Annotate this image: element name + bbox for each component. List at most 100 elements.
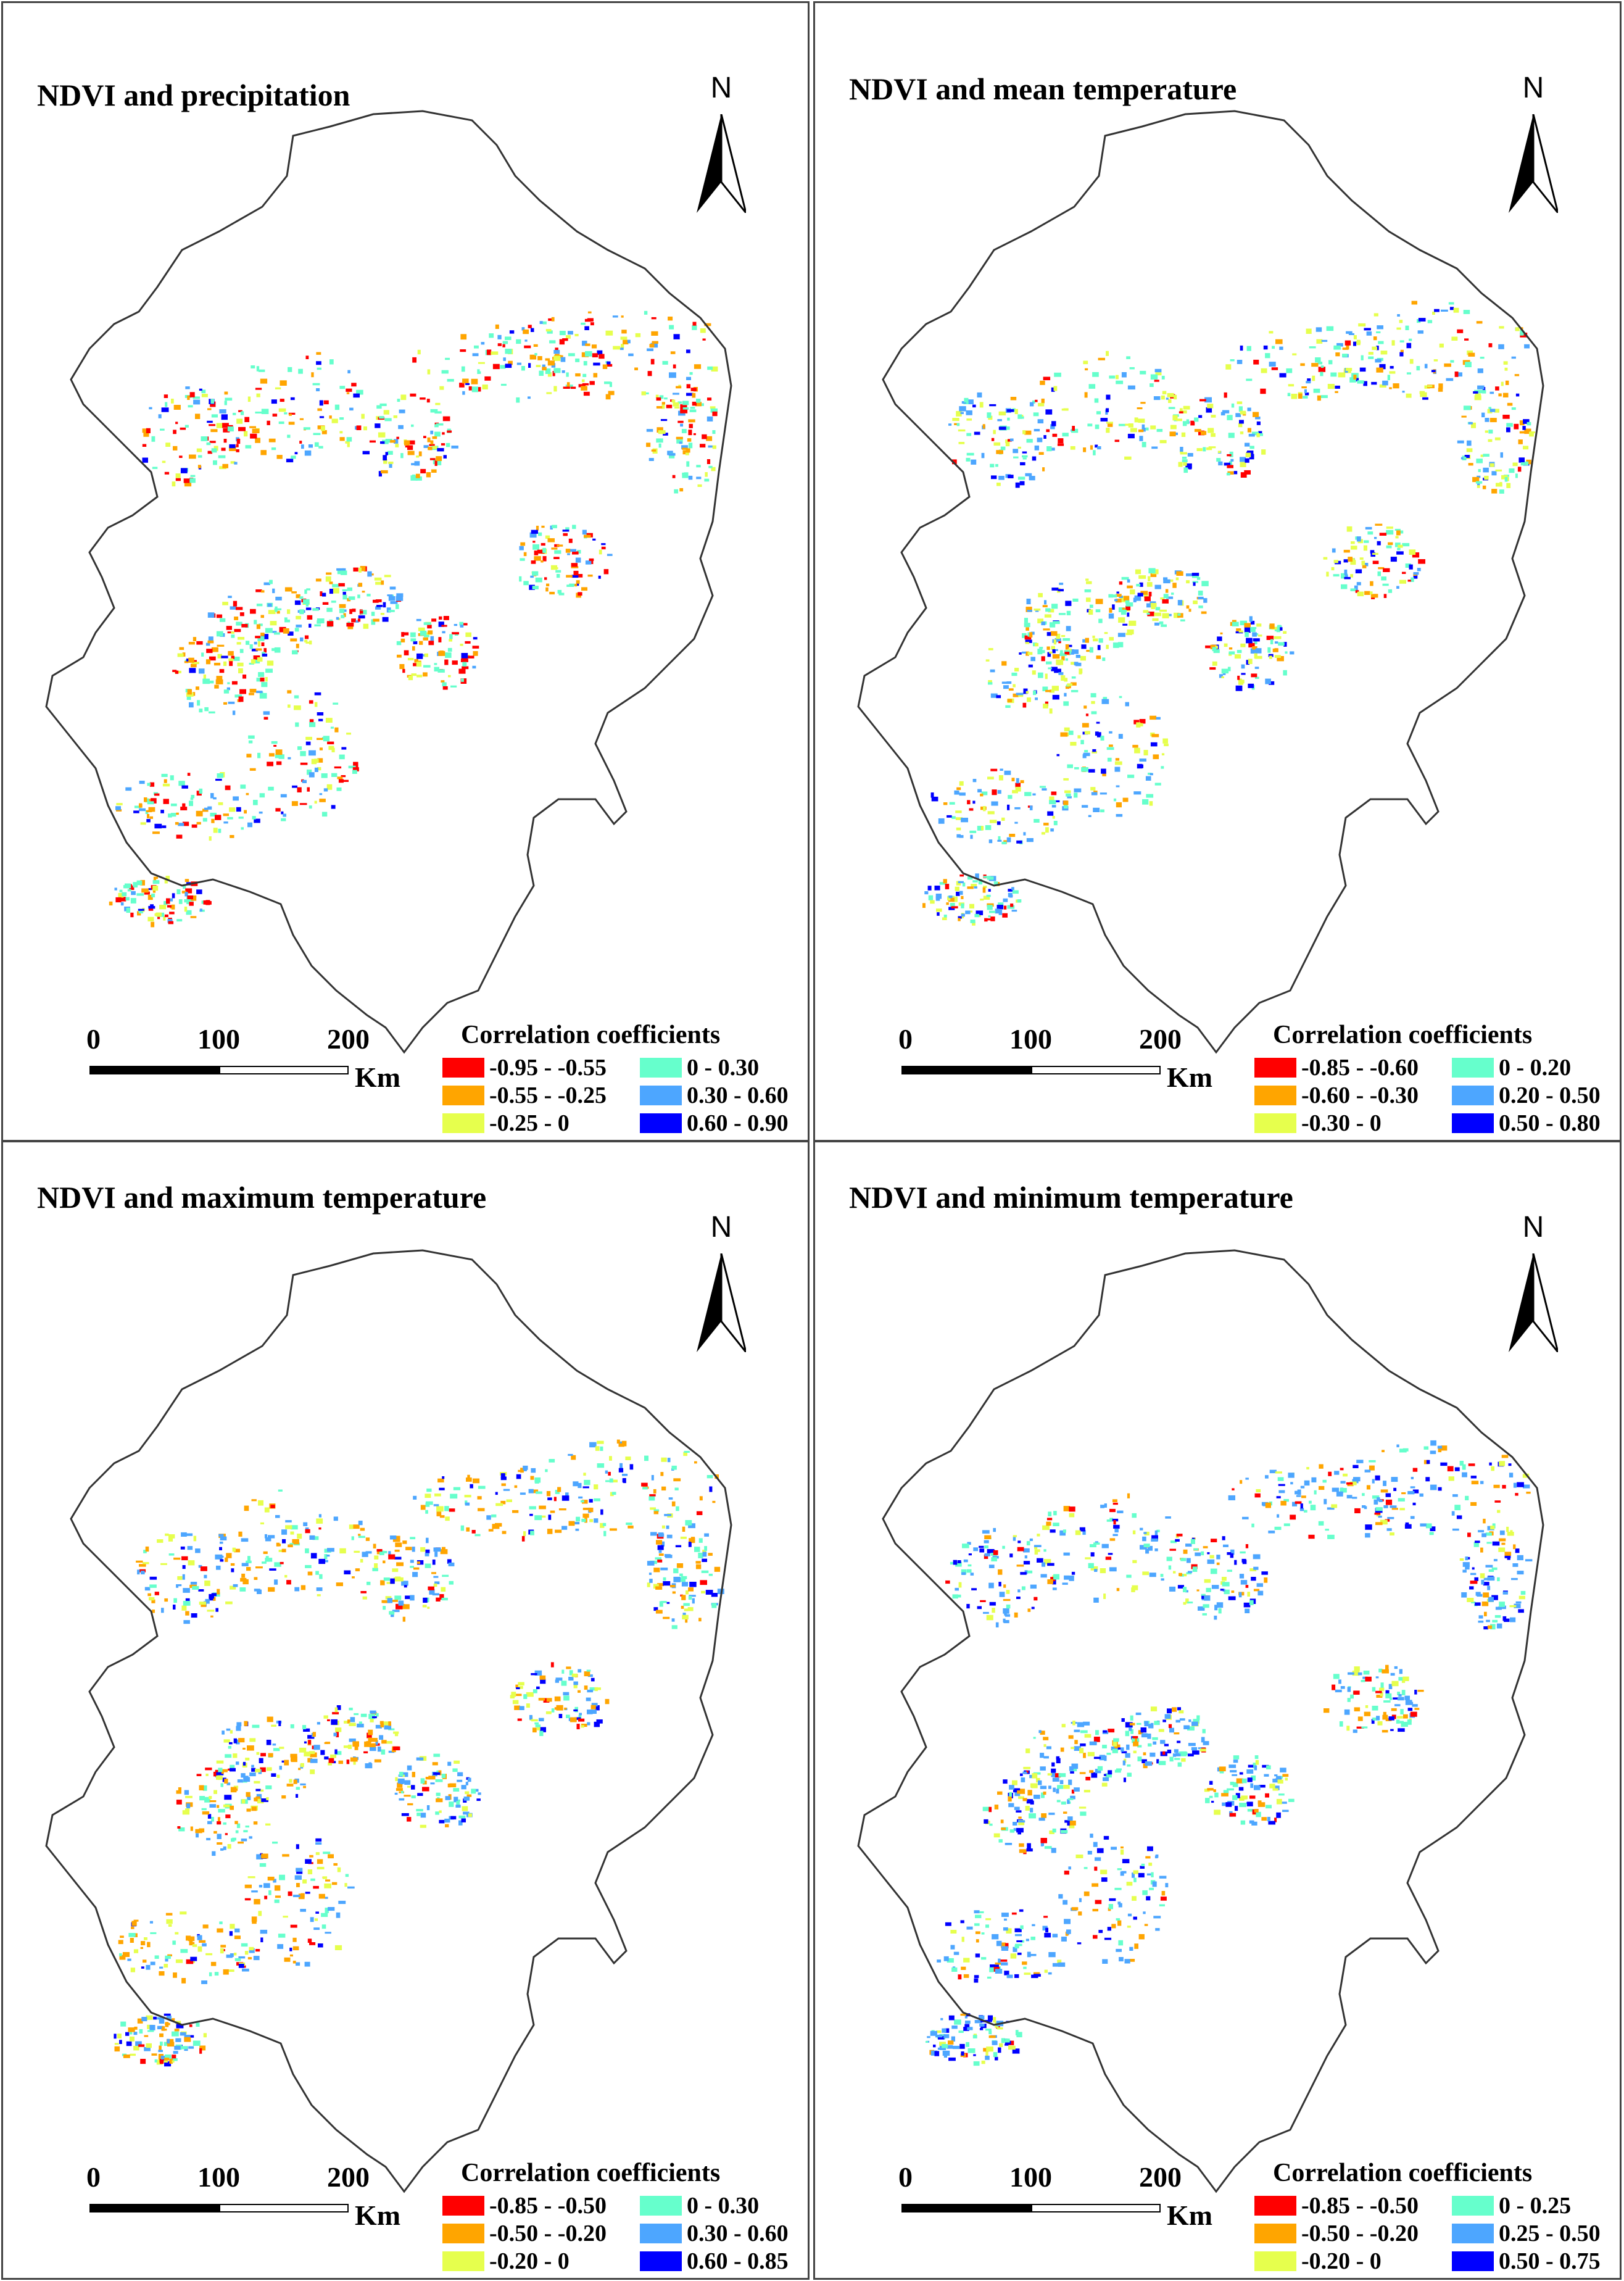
correlation-pixel <box>1119 581 1123 585</box>
correlation-pixel <box>1227 465 1233 468</box>
correlation-pixel <box>210 1615 213 1618</box>
correlation-pixel <box>655 394 659 398</box>
correlation-pixel <box>980 1957 987 1960</box>
correlation-pixel <box>682 1614 689 1619</box>
correlation-pixel <box>1386 1528 1392 1531</box>
correlation-pixel <box>1190 420 1195 426</box>
correlation-pixel <box>1053 639 1056 645</box>
correlation-pixel <box>587 311 592 314</box>
correlation-pixel <box>246 1560 252 1563</box>
correlation-pixel <box>561 1495 570 1501</box>
correlation-pixel <box>1052 1828 1056 1833</box>
correlation-pixel <box>1430 1484 1437 1490</box>
legend-swatch <box>1452 1058 1494 1078</box>
correlation-pixel <box>244 417 250 422</box>
correlation-pixel <box>1419 1493 1423 1497</box>
correlation-pixel <box>233 657 240 661</box>
legend-swatch <box>1452 1113 1494 1133</box>
correlation-pixel <box>432 1560 436 1565</box>
correlation-pixel <box>160 428 165 431</box>
correlation-pixel <box>368 1737 371 1743</box>
correlation-pixel <box>280 794 287 798</box>
correlation-pixel <box>1034 819 1040 823</box>
correlation-pixel <box>336 1705 341 1710</box>
correlation-pixel <box>1165 589 1169 593</box>
correlation-pixel <box>661 1457 667 1462</box>
correlation-pixel <box>436 423 444 426</box>
correlation-pixel <box>209 1800 217 1803</box>
correlation-pixel <box>1161 753 1165 755</box>
correlation-pixel <box>252 428 260 433</box>
correlation-pixel <box>264 1507 270 1513</box>
correlation-pixel <box>383 1601 391 1603</box>
correlation-pixel <box>1254 1809 1259 1813</box>
correlation-pixel <box>531 1719 538 1722</box>
correlation-pixel <box>171 904 175 910</box>
correlation-pixel <box>934 886 940 891</box>
correlation-pixel <box>575 358 580 362</box>
correlation-pixel <box>692 1598 695 1604</box>
correlation-pixel <box>321 812 328 817</box>
correlation-pixel <box>253 655 260 660</box>
correlation-pixel <box>1132 1896 1137 1901</box>
correlation-pixel <box>210 793 214 799</box>
correlation-pixel <box>546 1491 551 1497</box>
correlation-pixel <box>1136 722 1141 728</box>
correlation-pixel <box>360 610 367 615</box>
correlation-pixels <box>109 310 718 928</box>
correlation-pixel <box>1383 1711 1386 1716</box>
correlation-pixel <box>1114 767 1121 772</box>
correlation-pixel <box>266 1767 272 1771</box>
correlation-pixel <box>313 1885 319 1889</box>
correlation-pixel <box>974 1975 979 1979</box>
correlation-pixel <box>1053 386 1058 391</box>
correlation-pixel <box>655 1586 663 1590</box>
correlation-pixel <box>1266 1765 1271 1769</box>
correlation-pixel <box>436 1506 444 1512</box>
correlation-pixel <box>238 816 244 819</box>
correlation-pixel <box>539 321 543 324</box>
correlation-pixel <box>1050 1577 1056 1582</box>
correlation-pixel <box>1128 423 1133 428</box>
correlation-pixel <box>126 907 131 913</box>
correlation-pixel <box>275 749 283 755</box>
correlation-pixel <box>566 372 569 377</box>
correlation-pixel <box>324 1742 328 1744</box>
correlation-pixel <box>399 1798 405 1801</box>
correlation-pixel <box>1466 448 1473 452</box>
correlation-pixel <box>1283 1523 1290 1526</box>
correlation-pixel <box>1141 442 1146 447</box>
correlation-pixel <box>1138 575 1146 579</box>
correlation-pixel <box>1138 1872 1145 1878</box>
correlation-pixel <box>236 1722 242 1727</box>
correlation-pixel <box>653 1509 660 1512</box>
correlation-pixel <box>1043 1549 1046 1552</box>
correlation-pixel <box>215 1608 218 1612</box>
correlation-pixel <box>314 1918 318 1921</box>
correlation-pixel <box>1430 1526 1436 1531</box>
correlation-pixel <box>241 1773 246 1778</box>
correlation-pixel <box>1251 431 1259 436</box>
correlation-pixel <box>445 652 452 658</box>
correlation-pixel <box>161 407 169 412</box>
correlation-pixel <box>1224 643 1228 647</box>
correlation-pixel <box>255 1566 263 1569</box>
correlation-pixel <box>976 1939 979 1943</box>
correlation-pixel <box>1024 792 1032 796</box>
correlation-pixel <box>465 632 471 638</box>
correlation-pixel <box>370 573 374 576</box>
correlation-pixel <box>152 467 158 469</box>
correlation-pixel <box>199 1940 206 1943</box>
correlation-pixel <box>244 1898 251 1901</box>
correlation-pixel <box>1261 449 1266 455</box>
correlation-pixel <box>1333 574 1340 577</box>
correlation-pixel <box>1177 1707 1181 1711</box>
correlation-pixel <box>309 1535 315 1540</box>
correlation-pixel <box>540 1679 546 1684</box>
correlation-pixel <box>159 2045 162 2051</box>
correlation-pixel <box>396 604 399 609</box>
correlation-pixel <box>1299 1508 1304 1511</box>
correlation-pixel <box>188 405 193 408</box>
correlation-pixel <box>189 454 196 459</box>
correlation-pixel <box>1008 1796 1012 1802</box>
